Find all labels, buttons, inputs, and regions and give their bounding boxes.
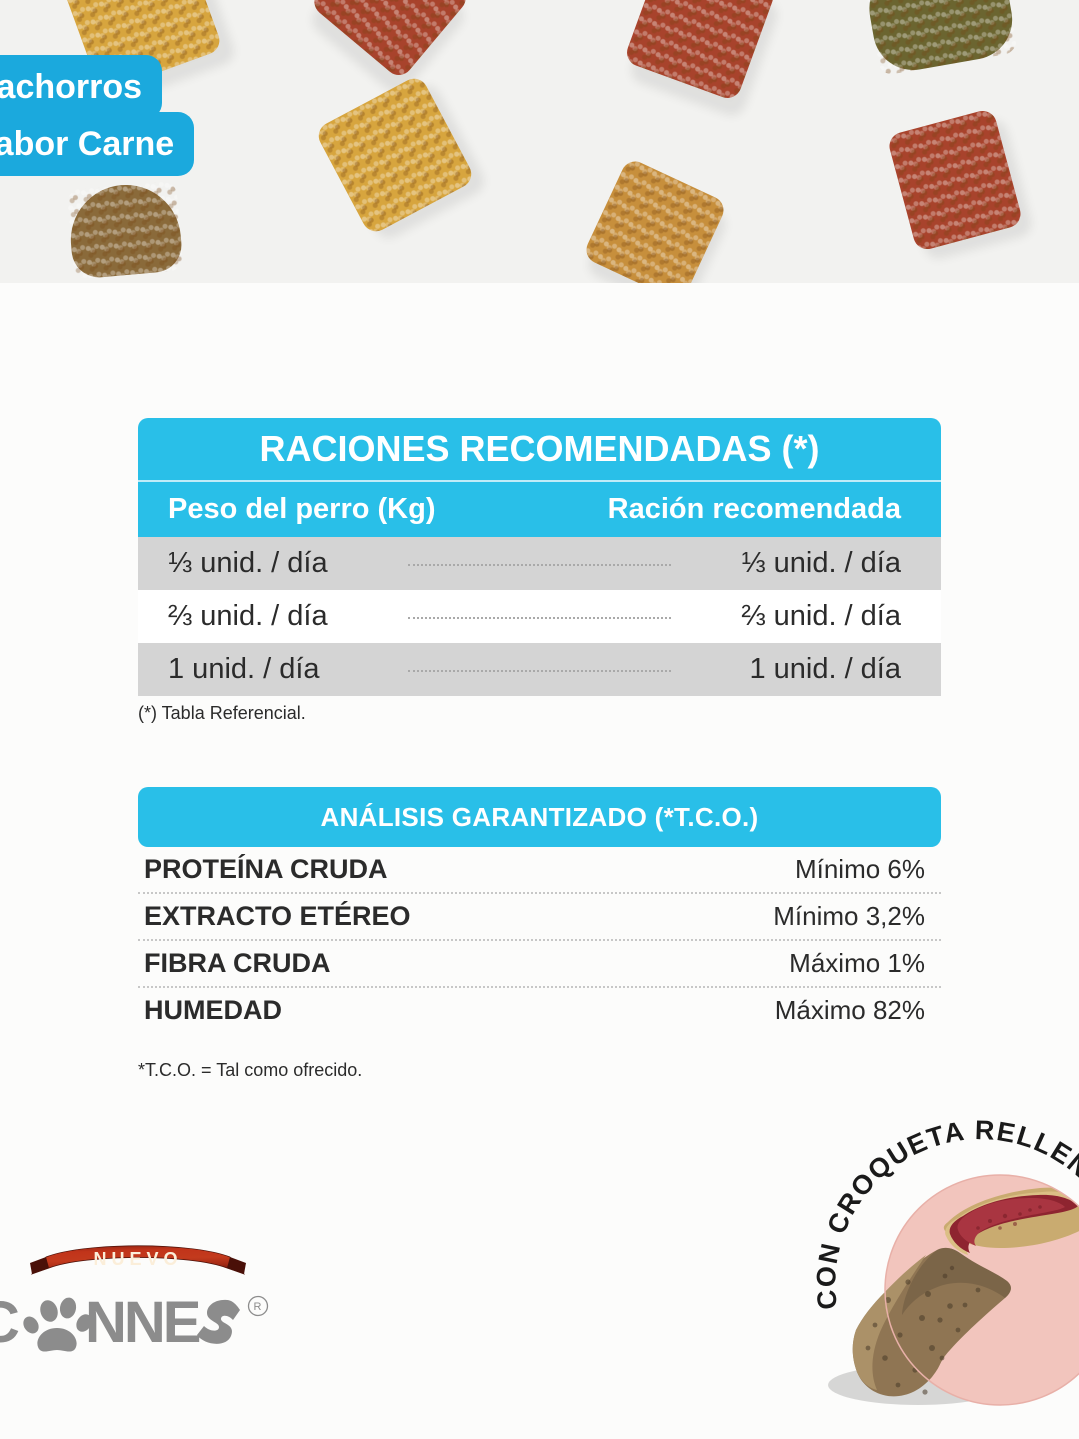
- svg-text:C: C: [0, 1294, 20, 1354]
- svg-text:R: R: [254, 1301, 262, 1313]
- svg-text:NUEVO: NUEVO: [93, 1249, 182, 1269]
- svg-text:NNE: NNE: [85, 1294, 200, 1354]
